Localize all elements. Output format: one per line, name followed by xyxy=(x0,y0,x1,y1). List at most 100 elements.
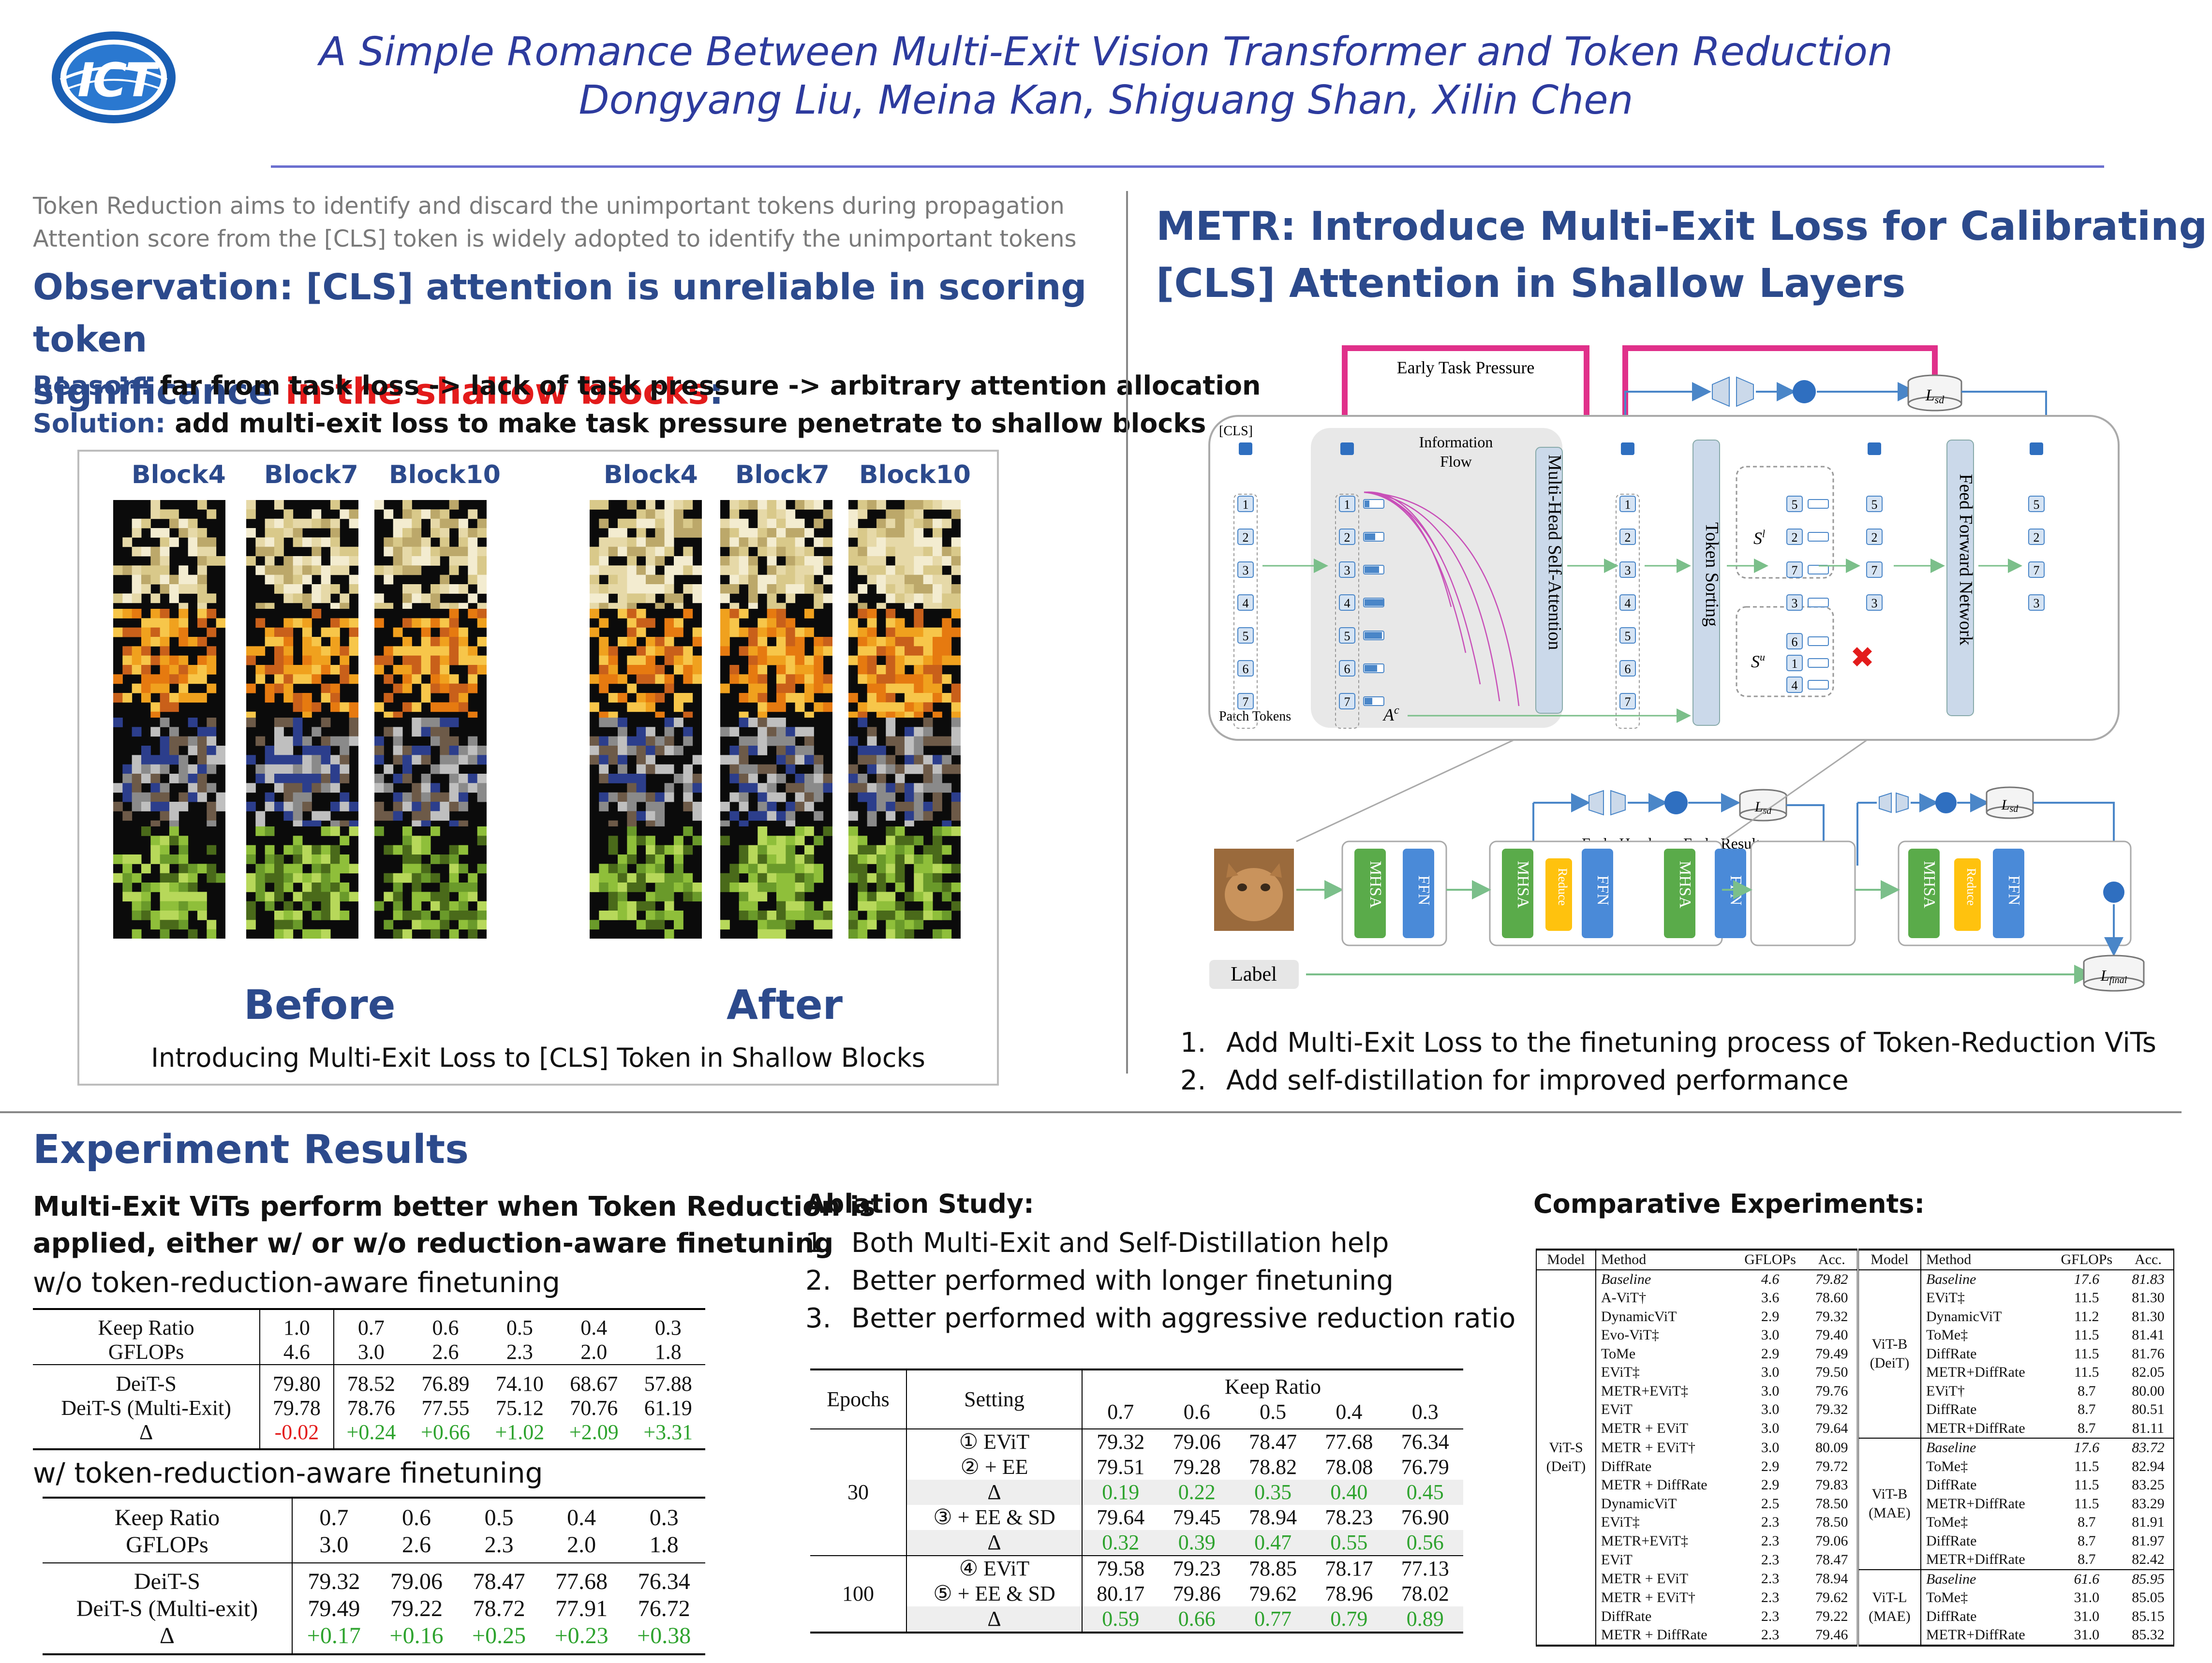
table-cell: 0.32 xyxy=(1082,1530,1159,1556)
table-cell: 57.88 61.19 +3.31 xyxy=(643,1372,693,1444)
table-cell: 3.0 xyxy=(1761,1439,1780,1456)
table-cell: METR+EViT‡ xyxy=(1601,1532,1689,1549)
table-cell: 11.5 xyxy=(2074,1345,2099,1362)
table-cell: 78.85 xyxy=(1249,1557,1297,1580)
table-row: ② + EE 79.51 79.28 78.82 78.08 76.79 xyxy=(810,1455,1463,1480)
token-box xyxy=(1237,627,1254,644)
table-cell: DiffRate xyxy=(1601,1608,1652,1624)
table-cell: DiffRate xyxy=(1601,1458,1652,1474)
token-box xyxy=(1786,594,1803,611)
ablation-point-2: 2. Better performed with longer finetunin… xyxy=(805,1265,1394,1296)
column-separator xyxy=(1126,191,1128,1074)
attention-thumbnail xyxy=(113,718,225,830)
table-cell: 68.67 70.76 +2.09 xyxy=(569,1372,619,1444)
table-cell: ToMe‡ xyxy=(1926,1589,1968,1605)
table-cell: ToMe xyxy=(1601,1345,1636,1362)
token-box xyxy=(1339,660,1355,677)
table-cell: 61.6 xyxy=(2050,1569,2123,1589)
table-row: Evo-ViT‡ 3.0 79.40 ToMe‡ 11.5 81.41 xyxy=(1536,1326,2175,1345)
ffn-box-label: FFN xyxy=(1415,875,1433,905)
table-cell: Baseline xyxy=(1926,1271,1976,1287)
token-box xyxy=(1237,529,1254,545)
title-text: A Simple Romance Between Multi-Exit Visi… xyxy=(319,29,1893,75)
token-box xyxy=(1619,660,1636,677)
table-cell: 82.94 xyxy=(2123,1457,2175,1476)
token-box xyxy=(1786,529,1803,545)
token-label: 2 xyxy=(1625,530,1631,545)
table-cell: 0.39 xyxy=(1158,1530,1235,1556)
block-label: Block7 xyxy=(735,460,830,489)
table-header: GFLOPs xyxy=(2061,1251,2113,1267)
token-label: 6 xyxy=(1792,635,1798,649)
token-box xyxy=(2028,496,2045,512)
panel-caption: Introducing Multi-Exit Loss to [CLS] Tok… xyxy=(151,1043,925,1073)
table-cell: 80.00 xyxy=(2123,1382,2175,1400)
attention-thumbnail xyxy=(113,609,225,721)
token-label: 6 xyxy=(1344,662,1351,676)
table-cell: DynamicViT xyxy=(1601,1495,1677,1512)
token-box xyxy=(1339,496,1355,512)
table-row-names: DeiT-S DeiT-S (Multi-Exit) Δ xyxy=(33,1365,261,1449)
table-cell: 79.06 xyxy=(1806,1531,1859,1550)
intro-line-1: Token Reduction aims to identify and dis… xyxy=(33,192,1065,220)
table-cell: 100 xyxy=(810,1556,907,1633)
table-cell: 79.32 xyxy=(1097,1430,1145,1454)
table-header: Method xyxy=(1601,1251,1647,1267)
attention-thumbnail xyxy=(374,826,487,939)
reduce-box-label: Reduce xyxy=(1964,868,1978,906)
attention-thumbnail xyxy=(720,500,832,612)
token-label: 5 xyxy=(1243,629,1249,643)
table-cell: 2.3 xyxy=(1761,1532,1780,1549)
token-label: 7 xyxy=(1792,563,1798,577)
information-label: Information xyxy=(1419,433,1493,451)
table-cell: 0.22 xyxy=(1158,1480,1235,1505)
block-label: Block10 xyxy=(859,460,971,489)
early-result-dot xyxy=(1793,380,1816,403)
table-cell: 0.56 xyxy=(1387,1530,1463,1556)
block-label: Block10 xyxy=(389,460,501,489)
label-box-text: Label xyxy=(1231,963,1277,986)
token-label: 6 xyxy=(1243,662,1249,676)
table-cell: ① EViT xyxy=(906,1429,1083,1455)
table-header: 0.3 xyxy=(1411,1400,1439,1424)
table-cell: 2.3 xyxy=(1761,1608,1780,1624)
token-box xyxy=(2028,594,2045,611)
table-row: EViT‡ 3.0 79.50 METR+DiffRate 11.5 82.05 xyxy=(1536,1363,2175,1382)
table-cell: 0.47 xyxy=(1234,1530,1311,1556)
token-box xyxy=(1786,677,1803,693)
metr-point-1: 1. Add Multi-Exit Loss to the finetuning … xyxy=(1180,1027,2156,1059)
table-row: EViT 2.3 78.47 METR+DiffRate 8.7 82.42 xyxy=(1536,1550,2175,1570)
table-cell: 0.6 2.6 xyxy=(402,1505,431,1558)
attention-thumbnail xyxy=(113,500,225,612)
attention-bar-fill xyxy=(1365,533,1375,540)
experiments-heading: Experiment Results xyxy=(33,1127,469,1173)
table-cell: 11.5 xyxy=(2074,1364,2099,1380)
token-label: 2 xyxy=(1792,530,1798,545)
reason-text: far from task loss -> lack of task press… xyxy=(150,370,1261,401)
attention-bar xyxy=(1808,636,1829,646)
token-label: 3 xyxy=(1344,563,1351,577)
token-label: 2 xyxy=(2034,530,2040,545)
table-cell: 11.5 xyxy=(2074,1290,2099,1306)
table-cell: 2.5 xyxy=(1761,1495,1780,1512)
su-label: Su xyxy=(1751,651,1765,671)
poster-title: A Simple Romance Between Multi-Exit Visi… xyxy=(0,28,2212,125)
token-label: 7 xyxy=(1625,695,1631,709)
after-label: After xyxy=(727,981,843,1029)
table-cell: 0.3 1.8 xyxy=(649,1505,679,1558)
attention-thumbnail xyxy=(246,718,358,830)
table-cell: 3.0 xyxy=(1761,1364,1780,1380)
table-cell: 2.9 xyxy=(1761,1477,1780,1493)
table-cell: DiffRate xyxy=(1926,1532,1977,1549)
table-row: DiffRate 2.9 79.72 ToMe‡ 11.5 82.94 xyxy=(1536,1457,2175,1476)
table-cell: 79.23 xyxy=(1173,1557,1221,1580)
token-box xyxy=(1786,561,1803,578)
table-cell: METR + DiffRate xyxy=(1601,1627,1707,1643)
table-header: Acc. xyxy=(1806,1250,1859,1270)
table-header: Epochs xyxy=(810,1369,907,1429)
token-box xyxy=(1786,496,1803,512)
attention-visualization-panel: Block4 Block7 Block10 Block4 Block7 Bloc… xyxy=(77,450,999,1086)
token-label: 7 xyxy=(1871,563,1878,577)
w-finetune-label: w/ token-reduction-aware finetuning xyxy=(33,1457,543,1489)
table-cell: 76.34 xyxy=(1401,1430,1449,1454)
